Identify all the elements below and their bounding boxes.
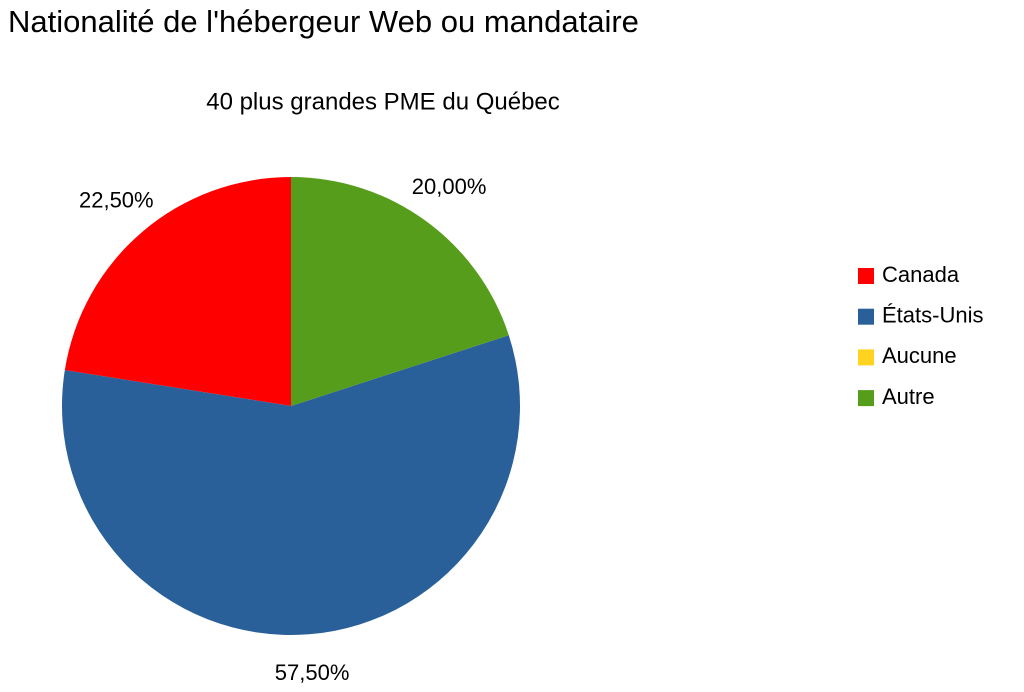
legend-label: États-Unis <box>882 303 983 328</box>
data-label: 20,00% <box>412 174 487 199</box>
legend-swatch <box>858 268 874 284</box>
chart-title: Nationalité de l'hébergeur Web ou mandat… <box>8 4 639 39</box>
pie-slice <box>64 177 291 406</box>
legend-label: Aucune <box>882 343 957 368</box>
legend-label: Canada <box>882 262 960 287</box>
data-label: 57,50% <box>275 660 350 685</box>
legend-swatch <box>858 349 874 366</box>
data-label: 22,50% <box>79 187 154 212</box>
legend-swatch <box>858 308 874 325</box>
chart-subtitle: 40 plus grandes PME du Québec <box>206 88 560 115</box>
pie-slice <box>61 335 520 635</box>
pie-slice <box>291 177 509 406</box>
legend-label: Autre <box>882 384 935 409</box>
legend-swatch <box>858 390 874 407</box>
